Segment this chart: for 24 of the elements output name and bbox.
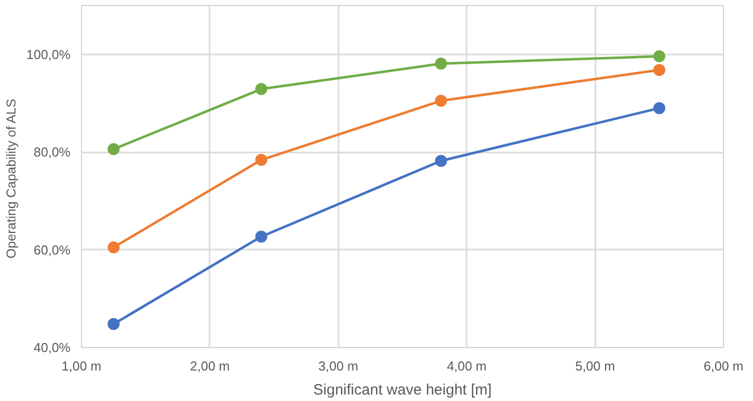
point bbox=[435, 154, 448, 167]
point bbox=[255, 154, 268, 166]
y-tick-label: 60,0% bbox=[34, 242, 71, 258]
point bbox=[255, 230, 268, 243]
y-axis-title: Operating Capability of ALS bbox=[3, 98, 18, 259]
point bbox=[435, 94, 448, 107]
y-tick-label: 40,0% bbox=[34, 340, 71, 355]
x-tick-label: 6,00 m bbox=[704, 358, 744, 374]
x-axis-title: Significant wave height [m] bbox=[313, 382, 492, 398]
x-tick-label: 2,00 m bbox=[190, 358, 230, 374]
point bbox=[108, 241, 120, 254]
point bbox=[255, 83, 268, 96]
point bbox=[108, 143, 120, 156]
x-tick-label: 1,00 m bbox=[62, 358, 102, 374]
y-tick-label: 80,0% bbox=[34, 144, 71, 160]
point bbox=[653, 50, 666, 62]
x-tick-label: 4,00 m bbox=[446, 358, 487, 374]
x-tick-label: 3,00 m bbox=[318, 358, 358, 374]
x-tick-label: 5,00 m bbox=[575, 358, 615, 374]
y-tick-label: 100,0% bbox=[26, 46, 71, 62]
point bbox=[108, 318, 120, 330]
point bbox=[653, 102, 666, 114]
point bbox=[435, 58, 448, 70]
point bbox=[653, 64, 666, 76]
